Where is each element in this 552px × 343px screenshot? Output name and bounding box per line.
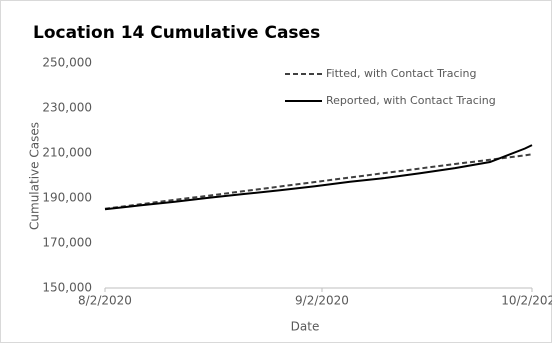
legend-label: Reported, with Contact Tracing [326,94,496,107]
x-tick-label: 8/2/2020 [78,294,132,308]
series-line [104,144,533,211]
y-tick-label: 190,000 [42,191,92,205]
y-tick-label: 230,000 [42,101,92,115]
x-tick-label: 9/2/2020 [295,294,349,308]
y-tick-label: 250,000 [42,56,92,70]
y-tick-label: 170,000 [42,236,92,250]
x-tick-label: 10/2/2020 [501,294,552,308]
y-tick-label: 150,000 [42,281,92,295]
x-axis-title: Date [291,320,320,334]
y-tick-label: 210,000 [42,146,92,160]
chart-title: Location 14 Cumulative Cases [33,23,320,43]
series-line [104,153,533,210]
legend-label: Fitted, with Contact Tracing [326,67,477,80]
y-axis-title: Cumulative Cases [28,122,42,230]
